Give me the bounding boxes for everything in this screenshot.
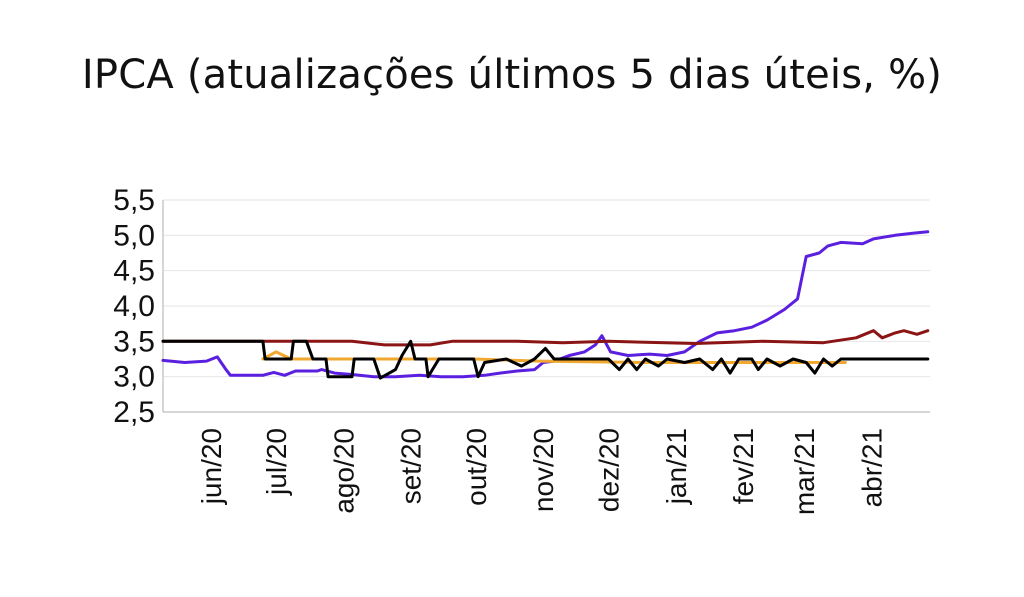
y-tick-label: 2,5 [113,396,155,429]
x-tick-label: jan/21 [661,428,692,505]
series-line-1 [161,230,930,379]
y-tick-label: 3,5 [113,325,155,358]
x-tick-label: dez/20 [593,428,624,512]
axes [162,200,930,413]
x-tick-label: jul/20 [261,428,292,496]
y-tick-label: 3,0 [113,361,155,394]
x-tick-label: nov/20 [528,428,559,512]
series-lines [161,230,930,380]
x-tick-label: mar/21 [789,428,820,515]
x-tick-label: abr/21 [856,428,887,507]
series-line-2 [161,329,930,347]
y-tick-labels: 5,55,04,54,03,53,02,5 [113,184,155,429]
x-tick-labels: jun/20 jul/20 ago/20 set/20 out/20 nov/20 dez/… [196,428,888,515]
x-tick-label: set/20 [396,428,427,504]
x-tick-label: out/20 [461,428,492,506]
y-tick-label: 4,5 [113,255,155,288]
chart-title: IPCA (atualizações últimos 5 dias úteis,… [81,52,943,98]
y-tick-label: 5,5 [113,184,155,217]
series-line-4 [161,339,930,380]
x-tick-label: fev/21 [728,428,759,504]
y-tick-label: 4,0 [113,290,155,323]
x-tick-label: ago/20 [328,428,359,514]
y-tick-label: 5,0 [113,219,155,252]
gridlines [163,199,930,413]
x-tick-label: jun/20 [196,428,227,505]
